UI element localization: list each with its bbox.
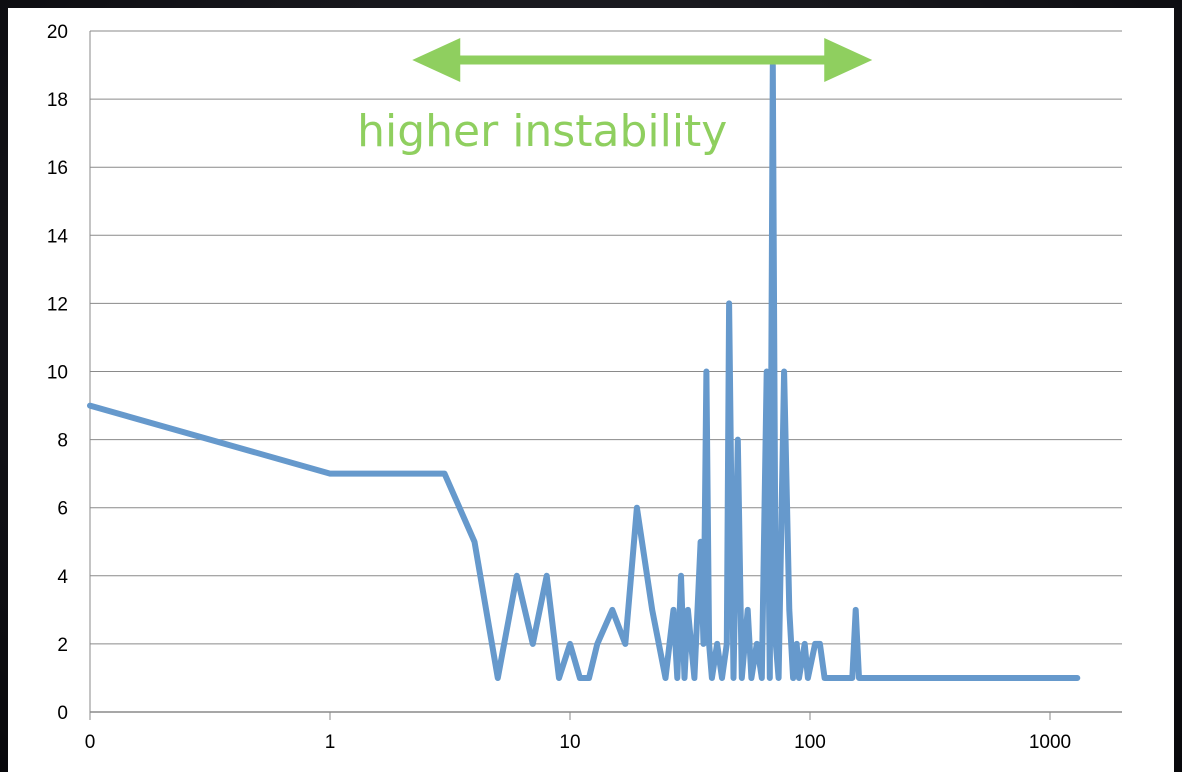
- x-tick-label: 10: [559, 732, 580, 753]
- y-tick-label: 12: [47, 294, 68, 315]
- annotation-label: higher instability: [357, 106, 727, 157]
- y-tick-label: 10: [47, 363, 68, 384]
- y-tick-label: 18: [47, 90, 68, 111]
- axes: 0 2 4 6 8 10 12 14 16 18 20 0 1 10 100 1000: [47, 22, 1122, 753]
- x-tick-label: 100: [794, 732, 826, 753]
- y-tick-label: 4: [57, 567, 68, 588]
- annotation-arrowhead-right: [824, 38, 873, 82]
- x-tick-label: 1000: [1029, 732, 1071, 753]
- y-tick-label: 8: [57, 431, 68, 452]
- series-layer: [87, 62, 1081, 681]
- series-line: [87, 62, 1081, 681]
- y-tick-label: 16: [47, 158, 68, 179]
- y-tick-label: 20: [47, 22, 68, 43]
- gridlines: [90, 30, 1122, 645]
- y-tick-label: 2: [57, 635, 68, 656]
- x-tick-label: 1: [325, 732, 336, 753]
- annotation-arrowhead-left: [412, 38, 461, 82]
- chart-panel: 0 2 4 6 8 10 12 14 16 18 20 0 1 10 100 1000 higher inst…: [8, 8, 1174, 772]
- x-tick-label: 0: [85, 732, 96, 753]
- annotation: higher instability: [357, 38, 873, 157]
- y-tick-label: 6: [57, 499, 68, 520]
- y-tick-label: 14: [47, 226, 69, 247]
- line-chart: 0 2 4 6 8 10 12 14 16 18 20 0 1 10 100 1000 higher inst…: [47, 22, 1122, 753]
- y-tick-label: 0: [57, 703, 68, 724]
